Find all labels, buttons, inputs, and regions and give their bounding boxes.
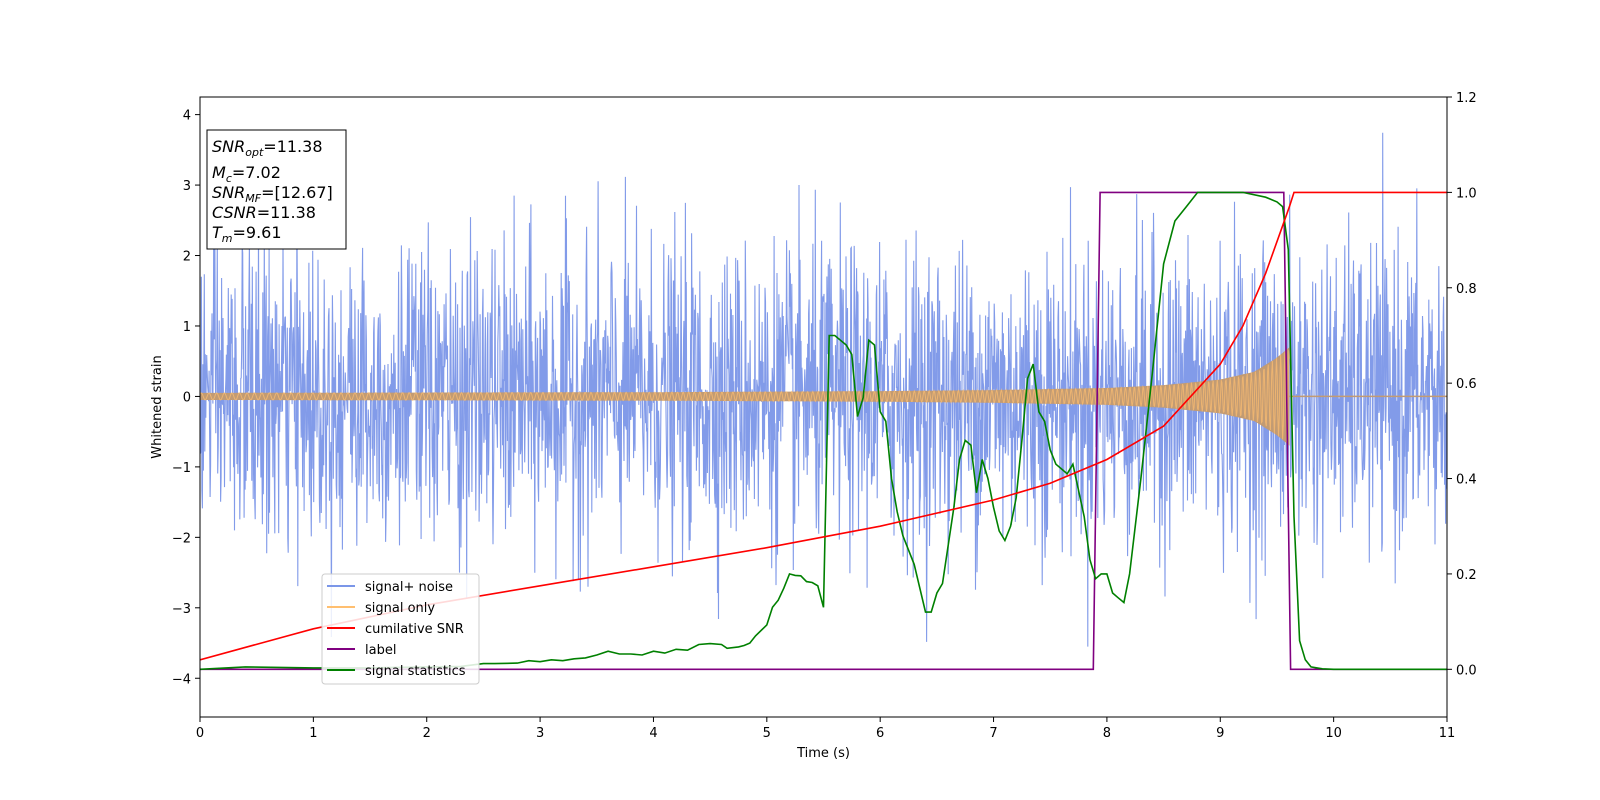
legend-label-signal-statistics: signal statistics: [365, 664, 466, 679]
legend-label-signal-noise: signal+ noise: [365, 580, 453, 595]
x-tick-label: 1: [309, 726, 317, 741]
y-right-tick-label: 0.2: [1456, 568, 1477, 583]
annotation-tm: Tm=9.61: [212, 223, 282, 245]
annotation-csnr: CSNR=11.38: [212, 203, 316, 222]
x-tick-label: 7: [989, 726, 997, 741]
annotation-snr-opt: SNRopt=11.38: [212, 137, 323, 159]
plot-frame: [199, 96, 1448, 718]
legend-label-label: label: [365, 643, 396, 658]
annotation-box: SNRopt=11.38 Mc=7.02 SNRMF=[12.67] CSNR=…: [206, 129, 347, 250]
y-left-tick-label: 1: [183, 320, 191, 335]
x-tick-label: 5: [763, 726, 771, 741]
y-left-tick-label: 4: [183, 109, 191, 124]
y-right-tick-label: 0.6: [1456, 377, 1477, 392]
signal-only-line: [200, 350, 1290, 442]
x-tick-label: 4: [649, 726, 657, 741]
signal-plus-noise-line: [200, 132, 1447, 647]
cumulative-snr-line: [200, 191, 1447, 661]
y-right-tick-label: 0.0: [1456, 663, 1477, 678]
signal-plus-noise-series: [200, 132, 1447, 647]
x-tick-label: 6: [876, 726, 884, 741]
label-line: [200, 191, 1447, 671]
y-left-tick-label: 3: [183, 179, 191, 194]
x-tick-label: 3: [536, 726, 544, 741]
y-right-tick-label: 0.4: [1456, 473, 1477, 488]
y-left-tick-label: 0: [183, 390, 191, 405]
y-left-tick-label: −1: [172, 461, 191, 476]
x-tick-label: 0: [196, 726, 204, 741]
y-left-tick-label: −2: [172, 531, 191, 546]
y-left-tick-label: −4: [172, 672, 191, 687]
x-tick-label: 10: [1325, 726, 1342, 741]
annotation-mc: Mc=7.02: [212, 163, 281, 185]
y-right-tick-label: 1.0: [1456, 186, 1477, 201]
signal-only-series: [200, 347, 1447, 446]
y-left-tick-label: −3: [172, 602, 191, 617]
right-axis-series: [200, 191, 1447, 671]
legend-label-cumulative-snr: cumilative SNR: [365, 622, 464, 637]
signal-statistics-line: [200, 191, 1447, 671]
y-axis-left-label: Whitened strain: [150, 355, 165, 458]
legend-label-signal-only: signal only: [365, 601, 435, 616]
annotation-snr-mf: SNRMF=[12.67]: [212, 183, 333, 205]
x-tick-label: 9: [1216, 726, 1224, 741]
legend: signal+ noise signal only cumilative SNR…: [321, 573, 480, 685]
x-tick-label: 11: [1439, 726, 1456, 741]
y-right-tick-label: 0.8: [1456, 282, 1477, 297]
axes: 0 1 2 3 4 5 6 7 8 9 10 11 −4 −3 −2 −1 0 1 2 3 4 0.0 0.2 0.4 0.6 0…: [172, 91, 1477, 741]
x-tick-label: 2: [423, 726, 431, 741]
x-tick-label: 8: [1103, 726, 1111, 741]
y-right-tick-label: 1.2: [1456, 91, 1477, 106]
y-left-tick-label: 2: [183, 250, 191, 265]
x-axis-label: Time (s): [796, 746, 850, 761]
